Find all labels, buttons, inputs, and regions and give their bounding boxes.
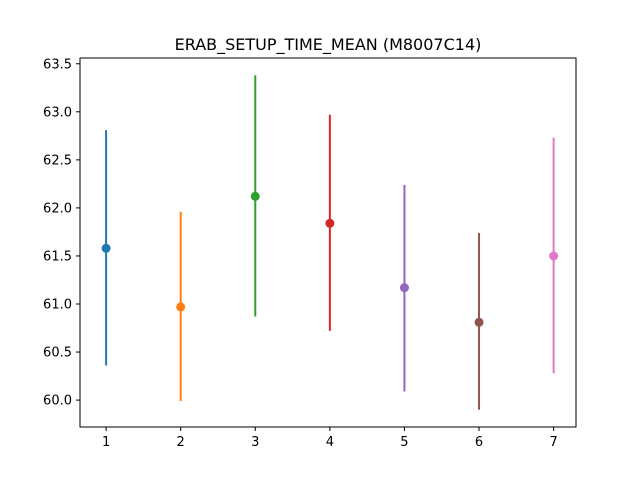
x-tick-label-3: 3 <box>251 435 259 450</box>
mean-point-7 <box>549 251 559 261</box>
mean-point-6 <box>474 317 484 327</box>
y-tick-label-3: 61.0 <box>43 298 72 313</box>
plot-frame <box>79 57 577 428</box>
y-tick-label-4: 61.5 <box>43 249 72 264</box>
mean-point-5 <box>399 283 409 293</box>
mean-point-1 <box>101 243 111 253</box>
x-tick-label-1: 1 <box>102 435 110 450</box>
mean-point-2 <box>176 302 186 312</box>
mean-point-3 <box>250 191 260 201</box>
y-tick-label-5: 62.0 <box>43 201 72 216</box>
y-tick-label-1: 60.0 <box>43 394 72 409</box>
plot-marks <box>101 75 559 410</box>
x-tick-label-5: 5 <box>400 435 408 450</box>
y-tick-label-2: 60.5 <box>43 346 72 361</box>
x-tick-label-7: 7 <box>549 435 557 450</box>
axes: 1 2 3 4 5 6 7 60.0 60.5 61.0 61.5 62.0 62.5 63.0 63.5 <box>43 57 558 450</box>
y-tick-label-7: 63.0 <box>43 105 72 120</box>
y-tick-label-6: 62.5 <box>43 153 72 168</box>
x-tick-label-4: 4 <box>326 435 334 450</box>
chart-title: ERAB_SETUP_TIME_MEAN (M8007C14) <box>175 35 482 55</box>
mean-point-4 <box>325 218 335 228</box>
x-tick-label-2: 2 <box>177 435 185 450</box>
y-tick-label-8: 63.5 <box>43 57 72 72</box>
x-tick-label-6: 6 <box>475 435 483 450</box>
